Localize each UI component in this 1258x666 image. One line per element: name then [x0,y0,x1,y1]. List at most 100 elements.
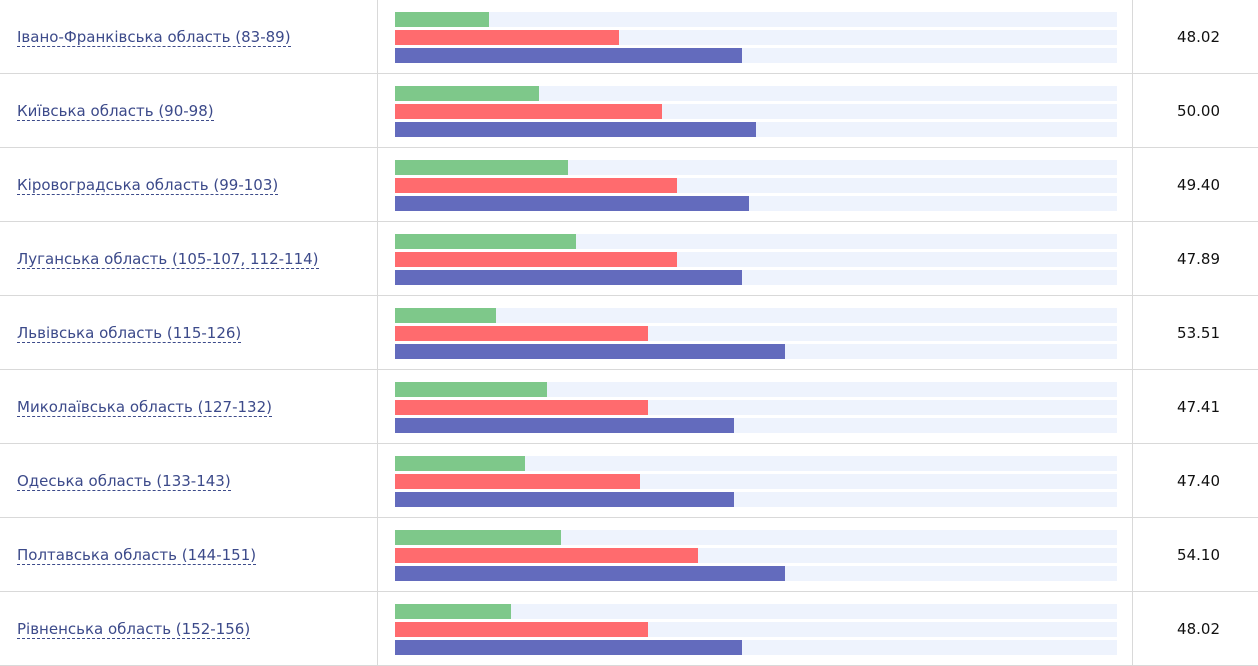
red-bar [395,548,699,563]
value-cell: 47.41 [1133,370,1258,443]
region-link[interactable]: Кіровоградська область (99-103) [17,176,279,195]
blue-bar [395,48,742,63]
table-row: Львівська область (115-126) 53.51 [0,296,1258,370]
bars-cell [378,0,1133,73]
value-cell: 50.00 [1133,74,1258,147]
region-cell: Полтавська область (144-151) [0,518,378,591]
blue-bar [395,122,756,137]
green-bar [395,160,569,175]
bar-track [395,270,1117,285]
red-bar [395,400,648,415]
bar-track [395,418,1117,433]
region-link[interactable]: Івано-Франківська область (83-89) [17,28,291,47]
red-bar [395,326,648,341]
region-cell: Миколаївська область (127-132) [0,370,378,443]
value-cell: 49.40 [1133,148,1258,221]
bars-cell [378,370,1133,443]
region-cell: Одеська область (133-143) [0,444,378,517]
blue-bar [395,566,785,581]
value-text: 48.02 [1177,620,1220,638]
blue-bar [395,640,742,655]
value-cell: 47.40 [1133,444,1258,517]
bars-cell [378,518,1133,591]
blue-bar [395,344,785,359]
value-cell: 54.10 [1133,518,1258,591]
region-link[interactable]: Львівська область (115-126) [17,324,242,343]
bars-cell [378,74,1133,147]
bar-track [395,530,1117,545]
bar-track [395,548,1117,563]
red-bar [395,252,677,267]
green-bar [395,530,562,545]
bar-track [395,234,1117,249]
blue-bar [395,270,742,285]
bar-track [395,566,1117,581]
bar-track [395,86,1117,101]
table-row: Івано-Франківська область (83-89) 48.02 [0,0,1258,74]
bar-track [395,122,1117,137]
value-text: 47.40 [1177,472,1220,490]
bar-track [395,604,1117,619]
region-cell: Львівська область (115-126) [0,296,378,369]
value-text: 53.51 [1177,324,1220,342]
bar-track [395,178,1117,193]
bar-track [395,48,1117,63]
value-text: 50.00 [1177,102,1220,120]
bars-cell [378,444,1133,517]
table-row: Полтавська область (144-151) 54.10 [0,518,1258,592]
bar-track [395,196,1117,211]
region-link[interactable]: Одеська область (133-143) [17,472,231,491]
table-row: Рівненська область (152-156) 48.02 [0,592,1258,666]
blue-bar [395,418,735,433]
bar-track [395,456,1117,471]
region-cell: Кіровоградська область (99-103) [0,148,378,221]
value-text: 47.89 [1177,250,1220,268]
region-link[interactable]: Київська область (90-98) [17,102,214,121]
bars-cell [378,296,1133,369]
bar-track [395,308,1117,323]
value-text: 54.10 [1177,546,1220,564]
region-link[interactable]: Полтавська область (144-151) [17,546,257,565]
red-bar [395,474,641,489]
value-cell: 48.02 [1133,0,1258,73]
region-link[interactable]: Рівненська область (152-156) [17,620,251,639]
green-bar [395,456,525,471]
green-bar [395,86,540,101]
region-cell: Рівненська область (152-156) [0,592,378,665]
table-row: Київська область (90-98) 50.00 [0,74,1258,148]
bar-track [395,382,1117,397]
blue-bar [395,196,749,211]
blue-bar [395,492,735,507]
green-bar [395,12,489,27]
green-bar [395,234,576,249]
bar-track [395,400,1117,415]
bar-track [395,160,1117,175]
bar-track [395,104,1117,119]
green-bar [395,382,547,397]
value-text: 48.02 [1177,28,1220,46]
green-bar [395,604,511,619]
region-link[interactable]: Луганська область (105-107, 112-114) [17,250,319,269]
bar-track [395,622,1117,637]
bars-cell [378,148,1133,221]
bar-track [395,326,1117,341]
red-bar [395,178,677,193]
bar-track [395,344,1117,359]
bar-track [395,492,1117,507]
table-row: Кіровоградська область (99-103) 49.40 [0,148,1258,222]
value-cell: 48.02 [1133,592,1258,665]
table-row: Одеська область (133-143) 47.40 [0,444,1258,518]
region-cell: Київська область (90-98) [0,74,378,147]
bar-track [395,640,1117,655]
region-cell: Івано-Франківська область (83-89) [0,0,378,73]
red-bar [395,622,648,637]
bar-track [395,12,1117,27]
red-bar [395,104,663,119]
region-link[interactable]: Миколаївська область (127-132) [17,398,272,417]
bar-track [395,252,1117,267]
value-cell: 47.89 [1133,222,1258,295]
bars-cell [378,592,1133,665]
table-row: Луганська область (105-107, 112-114) 47.… [0,222,1258,296]
value-text: 47.41 [1177,398,1220,416]
